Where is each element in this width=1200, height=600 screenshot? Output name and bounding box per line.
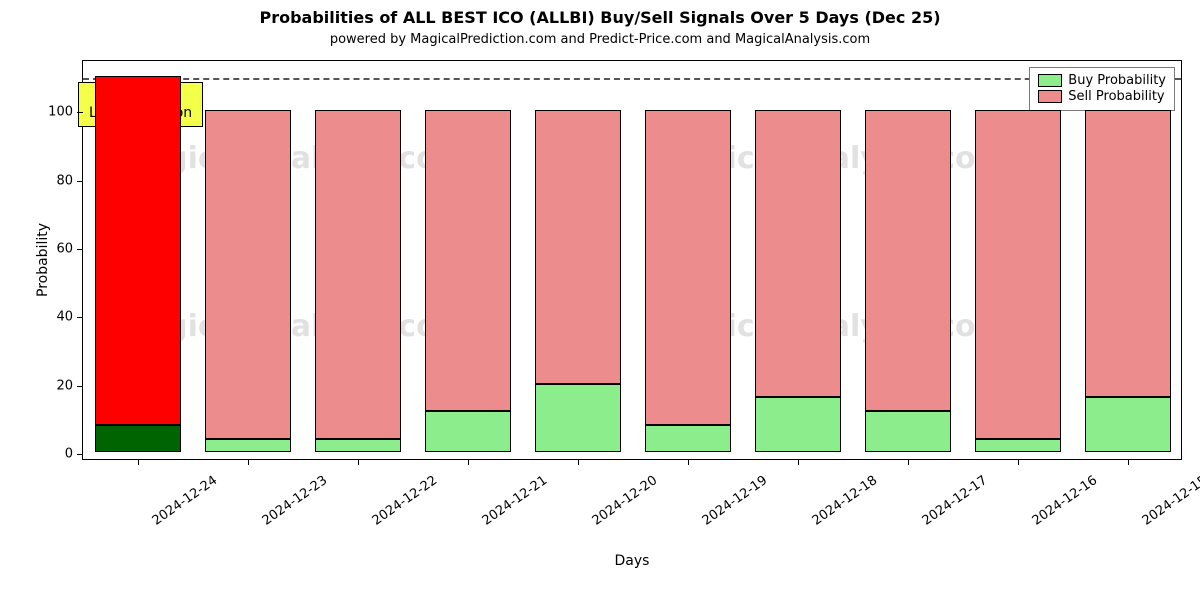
legend-label-sell: Sell Probability <box>1068 89 1164 104</box>
xtick-mark <box>358 459 359 465</box>
ytick-label: 20 <box>56 378 73 393</box>
reference-line <box>83 78 1181 80</box>
ytick-mark <box>77 386 83 387</box>
ytick-mark <box>77 317 83 318</box>
bar-sell <box>535 110 621 384</box>
xtick-label: 2024-12-20 <box>590 473 661 529</box>
xtick-label: 2024-12-21 <box>480 473 551 529</box>
ytick-label: 40 <box>56 310 73 325</box>
bar-buy <box>865 411 951 452</box>
xtick-label: 2024-12-16 <box>1030 473 1101 529</box>
xtick-mark <box>138 459 139 465</box>
xtick-label: 2024-12-18 <box>810 473 881 529</box>
xtick-mark <box>578 459 579 465</box>
xtick-mark <box>908 459 909 465</box>
plot-area: Probability Days Today Last Prediction B… <box>82 60 1182 460</box>
bar-sell <box>95 76 181 425</box>
xtick-label: 2024-12-15 <box>1140 473 1200 529</box>
xtick-mark <box>248 459 249 465</box>
bar-sell <box>645 110 731 425</box>
xtick-label: 2024-12-24 <box>150 473 221 529</box>
bar-sell <box>205 110 291 438</box>
ytick-mark <box>77 112 83 113</box>
bar-sell <box>755 110 841 397</box>
xtick-mark <box>1018 459 1019 465</box>
chart-subtitle: powered by MagicalPrediction.com and Pre… <box>0 32 1200 47</box>
xtick-label: 2024-12-22 <box>370 473 441 529</box>
bar-buy <box>205 439 291 453</box>
bar-buy <box>1085 397 1171 452</box>
ytick-label: 100 <box>48 105 73 120</box>
ytick-mark <box>77 181 83 182</box>
y-axis-label: Probability <box>35 223 51 297</box>
ytick-mark <box>77 249 83 250</box>
bar-buy <box>95 425 181 452</box>
xtick-label: 2024-12-17 <box>920 473 991 529</box>
legend-item-buy: Buy Probability <box>1038 73 1166 88</box>
xtick-label: 2024-12-19 <box>700 473 771 529</box>
x-axis-label: Days <box>83 553 1181 569</box>
legend-label-buy: Buy Probability <box>1068 73 1166 88</box>
xtick-mark <box>798 459 799 465</box>
bar-sell <box>425 110 511 411</box>
bar-sell <box>315 110 401 438</box>
bar-sell <box>1085 110 1171 397</box>
xtick-mark <box>1128 459 1129 465</box>
bar-buy <box>315 439 401 453</box>
chart-title: Probabilities of ALL BEST ICO (ALLBI) Bu… <box>0 8 1200 27</box>
bar-buy <box>425 411 511 452</box>
ytick-mark <box>77 454 83 455</box>
xtick-mark <box>688 459 689 465</box>
bar-sell <box>865 110 951 411</box>
bar-buy <box>755 397 841 452</box>
ytick-label: 80 <box>56 173 73 188</box>
bar-buy <box>975 439 1061 453</box>
legend-swatch-buy <box>1038 74 1062 87</box>
ytick-label: 60 <box>56 242 73 257</box>
legend-swatch-sell <box>1038 90 1062 103</box>
xtick-label: 2024-12-23 <box>260 473 331 529</box>
xtick-mark <box>468 459 469 465</box>
legend-item-sell: Sell Probability <box>1038 89 1166 104</box>
legend: Buy Probability Sell Probability <box>1029 67 1175 111</box>
bar-sell <box>975 110 1061 438</box>
bar-buy <box>645 425 731 452</box>
figure: Probabilities of ALL BEST ICO (ALLBI) Bu… <box>0 0 1200 600</box>
ytick-label: 0 <box>65 447 73 462</box>
bar-buy <box>535 384 621 452</box>
